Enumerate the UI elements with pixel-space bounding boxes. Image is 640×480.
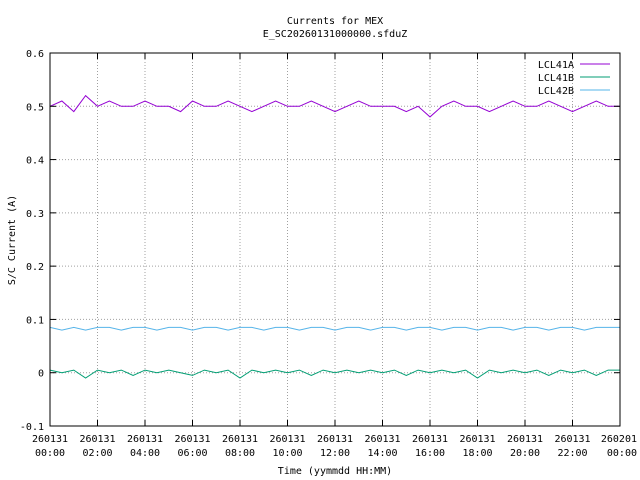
legend-label-lcl41a: LCL41A (538, 60, 574, 71)
series-layer (49, 94, 620, 379)
legend: LCL41A LCL41B LCL42B (538, 60, 610, 97)
x-tick-time-label: 16:00 (415, 448, 445, 459)
x-axis-label: Time (yymmdd HH:MM) (278, 466, 392, 477)
x-tick-time-label: 12:00 (320, 448, 350, 459)
y-tick-labels: -0.1 0 0.1 0.2 0.3 0.4 0.5 0.6 (20, 49, 44, 433)
x-tick-date-label: 260131 (507, 434, 543, 445)
x-tick-time-label: 22:00 (557, 448, 587, 459)
legend-label-lcl42b: LCL42B (538, 86, 574, 97)
y-tick-label: 0.2 (26, 262, 44, 273)
chart-subtitle: E_SC20260131000000.sfduZ (263, 29, 408, 40)
series-line-lcl42b (49, 326, 620, 331)
legend-label-lcl41b: LCL41B (538, 73, 574, 84)
x-tick-date-label: 260131 (174, 434, 210, 445)
grid (50, 53, 620, 426)
x-tick-date-label: 260201 (601, 434, 637, 445)
x-tick-time-label: 18:00 (462, 448, 492, 459)
x-tick-time-label: 10:00 (272, 448, 302, 459)
x-tick-time-label: 14:00 (367, 448, 397, 459)
y-tick-label: 0.3 (26, 209, 44, 220)
x-tick-date-label: 260131 (459, 434, 495, 445)
x-tick-date-label: 260131 (79, 434, 115, 445)
x-tick-date-label: 260131 (269, 434, 305, 445)
x-tick-date-label: 260131 (317, 434, 353, 445)
x-tick-date-label: 260131 (222, 434, 258, 445)
ticks (49, 52, 621, 427)
x-tick-date-label: 260131 (554, 434, 590, 445)
x-tick-date-label: 260131 (364, 434, 400, 445)
y-tick-label: 0.5 (26, 102, 44, 113)
x-tick-labels: 260131 00:00 260131 02:00 260131 04:00 260131 0… (32, 434, 637, 459)
x-tick-time-label: 00:00 (607, 448, 637, 459)
chart-title: Currents for MEX (287, 16, 383, 27)
y-tick-label: -0.1 (20, 422, 44, 433)
x-tick-time-label: 00:00 (35, 448, 65, 459)
x-tick-date-label: 260131 (32, 434, 68, 445)
x-tick-time-label: 02:00 (82, 448, 112, 459)
y-tick-label: 0.1 (26, 315, 44, 326)
x-tick-date-label: 260131 (127, 434, 163, 445)
y-axis-label: S/C Current (A) (7, 195, 18, 285)
x-tick-time-label: 06:00 (177, 448, 207, 459)
x-tick-time-label: 20:00 (510, 448, 540, 459)
y-tick-label: 0.6 (26, 49, 44, 60)
y-tick-label: 0.4 (26, 156, 44, 167)
x-tick-time-label: 08:00 (225, 448, 255, 459)
series-line-lcl41b (49, 369, 620, 379)
x-tick-date-label: 260131 (412, 434, 448, 445)
x-tick-time-label: 04:00 (130, 448, 160, 459)
series-line-lcl41a (49, 94, 620, 118)
y-tick-label: 0 (38, 369, 44, 380)
